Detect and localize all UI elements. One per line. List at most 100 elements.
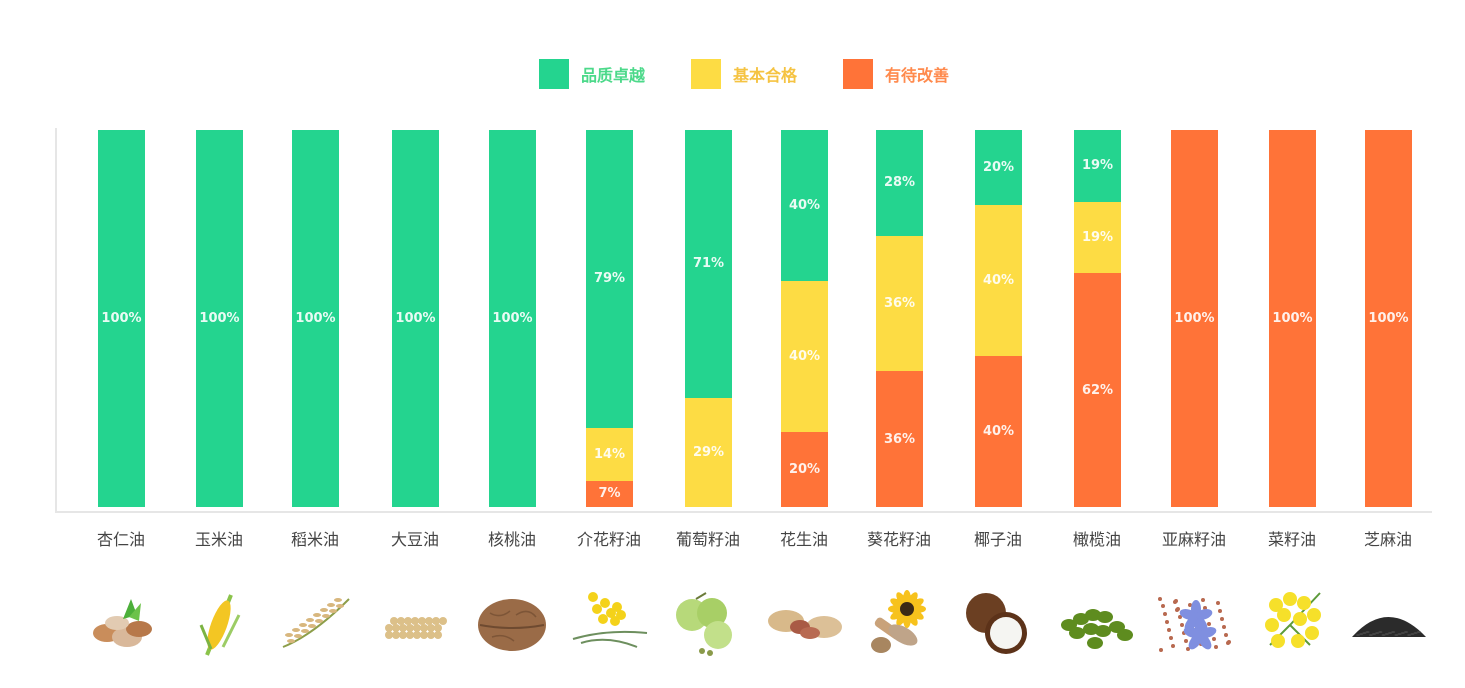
x-tick-label: 杏仁油 (96, 530, 145, 549)
stacked-bar[interactable]: 100% (1171, 130, 1218, 507)
bar-segment[interactable]: 7% (586, 480, 633, 507)
data-label: 100% (101, 311, 142, 326)
data-label: 40% (788, 197, 821, 213)
bar-segment[interactable]: 40% (975, 356, 1022, 507)
bar-segment[interactable]: 19% (1074, 201, 1121, 274)
stacked-bar[interactable]: 79% 14% 7% (586, 130, 633, 507)
bar-segment[interactable]: 100% (392, 130, 439, 507)
legend-label: 品质卓越 (581, 66, 646, 85)
stacked-bar[interactable]: 19% 19% 62% (1074, 130, 1121, 507)
data-label: 29% (692, 444, 725, 460)
rapeseed-flower-icon (1250, 585, 1334, 661)
bar-segment[interactable]: 40% (781, 130, 828, 281)
data-label: 100% (199, 311, 240, 326)
x-tick-label: 玉米油 (194, 530, 243, 549)
x-tick-label: 椰子油 (973, 530, 1022, 549)
x-tick-label: 花生油 (779, 530, 828, 549)
x-tick-label: 核桃油 (487, 530, 536, 549)
sesame-icon (1346, 585, 1430, 661)
bar-segment[interactable]: 79% (586, 130, 633, 428)
stacked-bar[interactable]: 100% (392, 130, 439, 507)
y-axis-line (55, 128, 57, 513)
data-label: 100% (1272, 311, 1313, 326)
data-label: 14% (593, 446, 626, 462)
bar-segment[interactable]: 62% (1074, 273, 1121, 507)
corn-icon (177, 585, 261, 661)
x-tick-label: 亚麻籽油 (1161, 530, 1226, 549)
legend-item-qualified[interactable]: 基本合格 (691, 58, 797, 90)
stacked-bar[interactable]: 100% (1269, 130, 1316, 507)
data-label: 100% (1368, 311, 1409, 326)
stacked-bar[interactable]: 20% 40% 40% (975, 130, 1022, 507)
bar-segment[interactable]: 100% (489, 130, 536, 507)
data-label: 100% (492, 311, 533, 326)
x-tick-label: 稻米油 (290, 530, 339, 549)
x-tick-label: 大豆油 (390, 530, 439, 549)
data-label: 7% (598, 486, 621, 502)
data-label: 40% (788, 348, 821, 364)
legend-item-improve[interactable]: 有待改善 (843, 58, 949, 90)
stacked-bar[interactable]: 71% 29% (685, 130, 732, 507)
bar-segment[interactable]: 19% (1074, 130, 1121, 202)
data-label: 20% (982, 160, 1015, 176)
stacked-bar[interactable]: 100% (489, 130, 536, 507)
bar-segment[interactable]: 100% (292, 130, 339, 507)
grape-icon (666, 585, 750, 661)
chart-legend: 品质卓越 基本合格 有待改善 (0, 58, 1465, 90)
data-label: 40% (982, 273, 1015, 289)
stacked-bar[interactable]: 100% (1365, 130, 1412, 507)
olive-icon (1055, 585, 1139, 661)
legend-item-excellent[interactable]: 品质卓越 (539, 58, 645, 90)
bar-segment[interactable]: 36% (876, 371, 923, 507)
rice-icon (273, 585, 357, 661)
bar-segment[interactable]: 100% (1269, 130, 1316, 507)
x-tick-label: 菜籽油 (1267, 530, 1316, 549)
bar-segment[interactable]: 14% (586, 427, 633, 481)
sunflower-icon (857, 585, 941, 661)
x-tick-label: 葵花籽油 (866, 530, 931, 549)
flaxseed-icon (1152, 585, 1236, 661)
bar-segment[interactable]: 40% (781, 280, 828, 432)
x-tick-label: 芝麻油 (1363, 530, 1412, 549)
data-label: 28% (883, 175, 916, 191)
data-label: 62% (1081, 382, 1114, 398)
bar-segment[interactable]: 20% (781, 431, 828, 507)
x-tick-label: 葡萄籽油 (675, 530, 740, 549)
data-label: 100% (395, 311, 436, 326)
bar-segment[interactable]: 100% (98, 130, 145, 507)
coconut-icon (956, 585, 1040, 661)
x-tick-label: 橄榄油 (1072, 530, 1121, 549)
bar-segment[interactable]: 29% (685, 397, 732, 507)
data-label: 36% (883, 431, 916, 447)
bar-segment[interactable]: 100% (1171, 130, 1218, 507)
data-label: 19% (1081, 158, 1114, 174)
x-axis-line (55, 511, 1432, 513)
data-label: 71% (692, 256, 725, 272)
mustard-flower-icon (567, 585, 651, 661)
bar-segment[interactable]: 100% (1365, 130, 1412, 507)
stacked-bar[interactable]: 100% (292, 130, 339, 507)
legend-swatch-excellent (539, 59, 569, 89)
bar-segment[interactable]: 40% (975, 205, 1022, 357)
data-label: 100% (295, 311, 336, 326)
legend-label: 基本合格 (733, 66, 798, 85)
data-label: 79% (593, 271, 626, 287)
stacked-bar[interactable]: 40% 40% 20% (781, 130, 828, 507)
stacked-bar[interactable]: 100% (196, 130, 243, 507)
data-label: 40% (982, 424, 1015, 440)
data-label: 19% (1081, 229, 1114, 245)
stacked-bar[interactable]: 28% 36% 36% (876, 130, 923, 507)
bar-segment[interactable]: 36% (876, 235, 923, 372)
bar-segment[interactable]: 20% (975, 130, 1022, 206)
bar-segment[interactable]: 71% (685, 130, 732, 398)
soybean-icon (373, 585, 457, 661)
x-tick-label: 介花籽油 (576, 530, 641, 549)
peanut-icon (762, 585, 846, 661)
data-label: 20% (788, 461, 821, 477)
stacked-bar[interactable]: 100% (98, 130, 145, 507)
bar-segment[interactable]: 28% (876, 130, 923, 236)
legend-swatch-improve (843, 59, 873, 89)
bar-segment[interactable]: 100% (196, 130, 243, 507)
data-label: 36% (883, 295, 916, 311)
legend-swatch-qualified (691, 59, 721, 89)
